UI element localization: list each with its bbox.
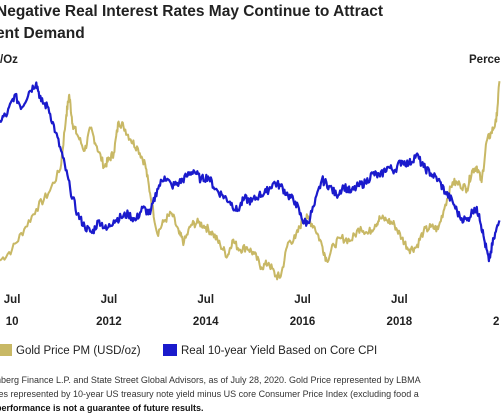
x-tick-label-month: Jul (294, 294, 311, 306)
legend-swatch-real-yield (163, 344, 177, 356)
source-note-line2: tes represented by 10-year US treasury n… (0, 389, 419, 399)
x-tick-label-month: Jul (197, 294, 214, 306)
x-tick-label-year: 10 (6, 316, 19, 328)
series-line-gold (0, 81, 501, 281)
performance-disclaimer: performance is not a guarantee of future… (0, 403, 204, 413)
x-tick-label-month: Jul (4, 294, 21, 306)
x-tick-label-year: 2012 (96, 316, 122, 328)
x-tick-label-month: Jul (101, 294, 118, 306)
legend-swatch-gold (0, 344, 12, 356)
x-tick-label-year: 2018 (387, 316, 413, 328)
x-tick-label-year: 2014 (193, 316, 219, 328)
left-axis-unit: /Oz (0, 54, 18, 66)
legend-label-gold: Gold Price PM (USD/oz) (16, 345, 141, 357)
chart-title-line2: ent Demand (0, 25, 85, 42)
series-line-real-yield (0, 81, 501, 263)
x-tick-label-month: Jul (391, 294, 408, 306)
x-tick-label-year: 2 (493, 316, 499, 328)
source-note-line1: nberg Finance L.P. and State Street Glob… (0, 375, 421, 385)
x-tick-label-year: 2016 (290, 316, 316, 328)
chart-title-line1: Negative Real Interest Rates May Continu… (0, 3, 384, 20)
legend-item-gold: Gold Price PM (USD/oz) (0, 344, 141, 357)
legend-item-real-yield: Real 10-year Yield Based on Core CPI (163, 344, 377, 357)
right-axis-unit: Perce (469, 54, 501, 66)
legend-label-real-yield: Real 10-year Yield Based on Core CPI (181, 345, 378, 357)
line-chart: Jul 10 Jul 2012 Jul 2014 Jul 2016 Jul 2018 2 (0, 81, 501, 328)
